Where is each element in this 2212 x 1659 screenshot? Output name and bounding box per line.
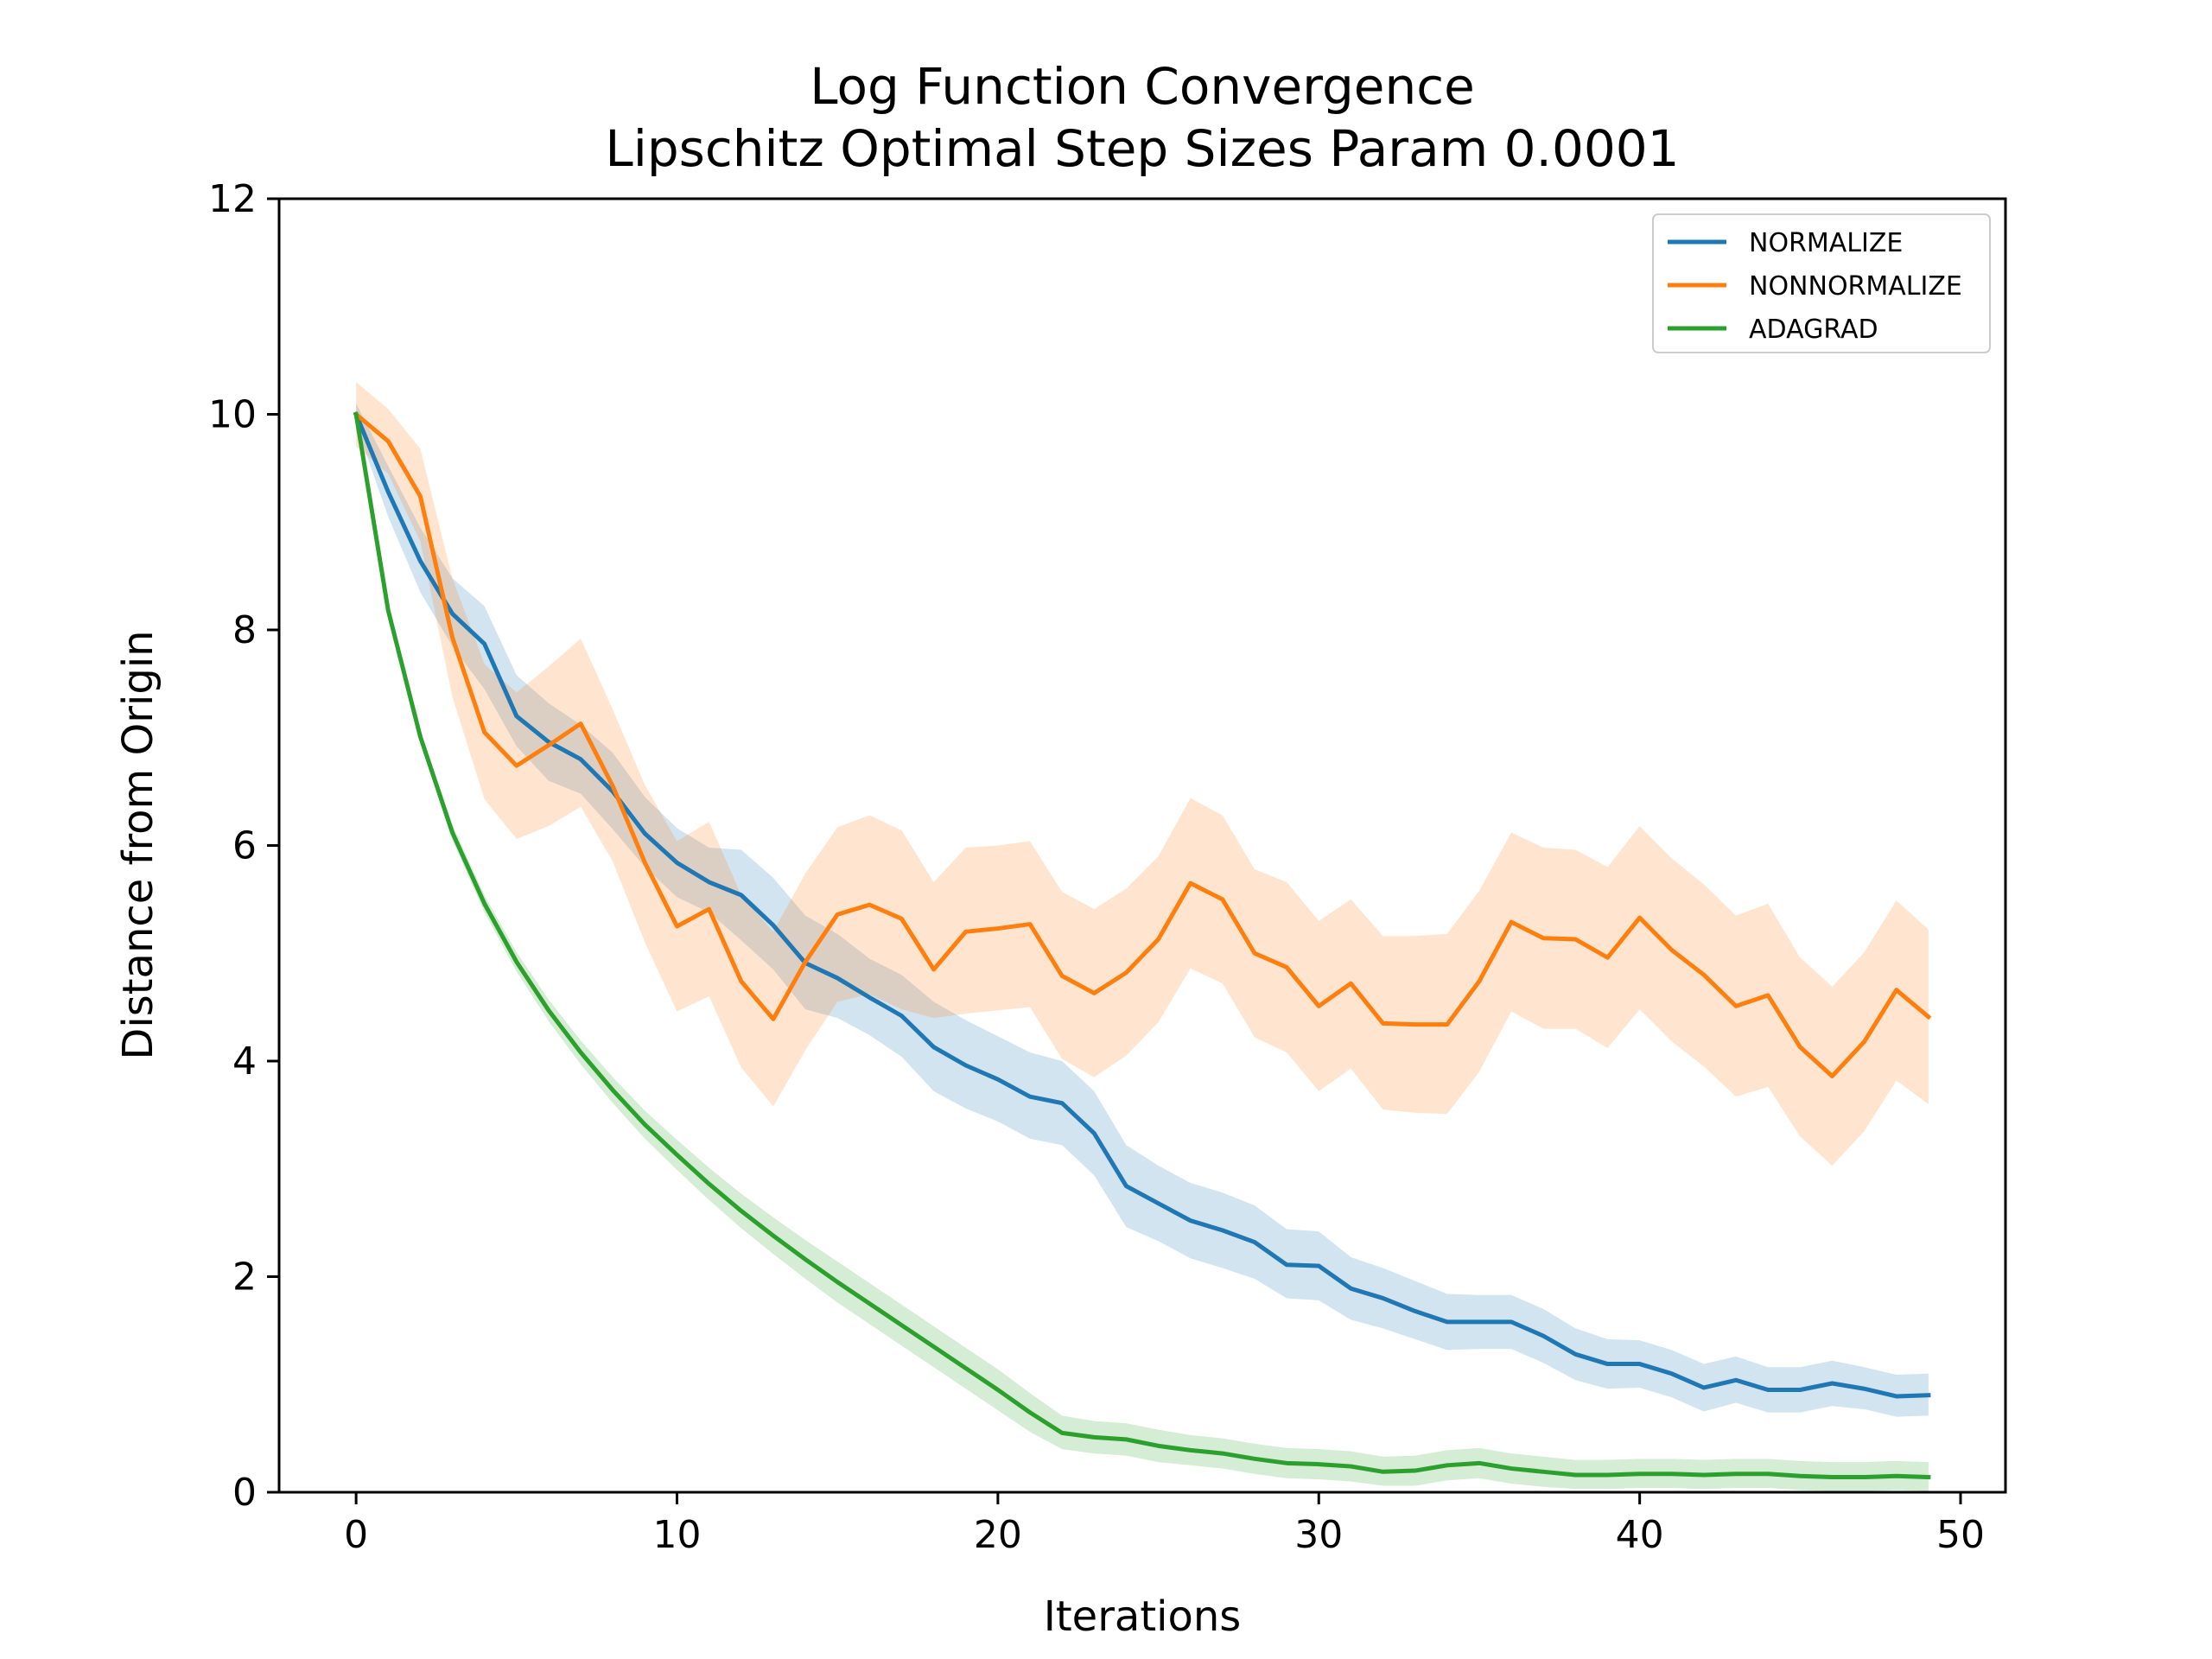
series-adagrad-band	[356, 414, 1929, 1491]
x-axis-label: Iterations	[1044, 1592, 1242, 1641]
axis-ticks: 0 10 20 30 40 50 0 2 4 6 8 10 12	[208, 177, 1985, 1557]
x-tick-label: 20	[974, 1513, 1022, 1557]
series-nonnormalize-line	[353, 410, 1932, 1078]
y-tick-label: 4	[232, 1039, 257, 1084]
x-tick-label: 50	[1936, 1513, 1985, 1557]
series-adagrad-line	[353, 411, 1931, 1480]
y-tick-label: 10	[208, 393, 257, 437]
legend-label-nonnormalize: NONNORMALIZE	[1749, 271, 1962, 302]
chart-title-line-1: Log Function Convergence	[810, 57, 1475, 116]
legend-box	[1652, 213, 1991, 353]
x-tick-label: 30	[1294, 1513, 1343, 1557]
legend-label-adagrad: ADAGRAD	[1749, 315, 1878, 345]
x-tick-label: 40	[1616, 1513, 1664, 1557]
x-tick-label: 0	[344, 1513, 368, 1557]
series-normalize-band	[356, 404, 1929, 1417]
y-tick-label: 6	[232, 824, 257, 868]
y-tick-label: 12	[208, 177, 257, 221]
series-nonnormalize-band	[356, 382, 1929, 1166]
y-axis-label: Distance from Origin	[114, 630, 162, 1059]
legend-label-normalize: NORMALIZE	[1749, 228, 1903, 258]
y-tick-label: 2	[232, 1255, 257, 1300]
y-tick-label: 8	[232, 608, 257, 652]
y-tick-label: 0	[232, 1471, 257, 1515]
x-tick-label: 10	[653, 1513, 702, 1557]
plot-area	[353, 382, 1932, 1491]
chart-title-line-2: Lipschitz Optimal Step Sizes Param 0.000…	[605, 119, 1679, 178]
legend: NORMALIZE NONNORMALIZE ADAGRAD	[1652, 213, 1991, 353]
